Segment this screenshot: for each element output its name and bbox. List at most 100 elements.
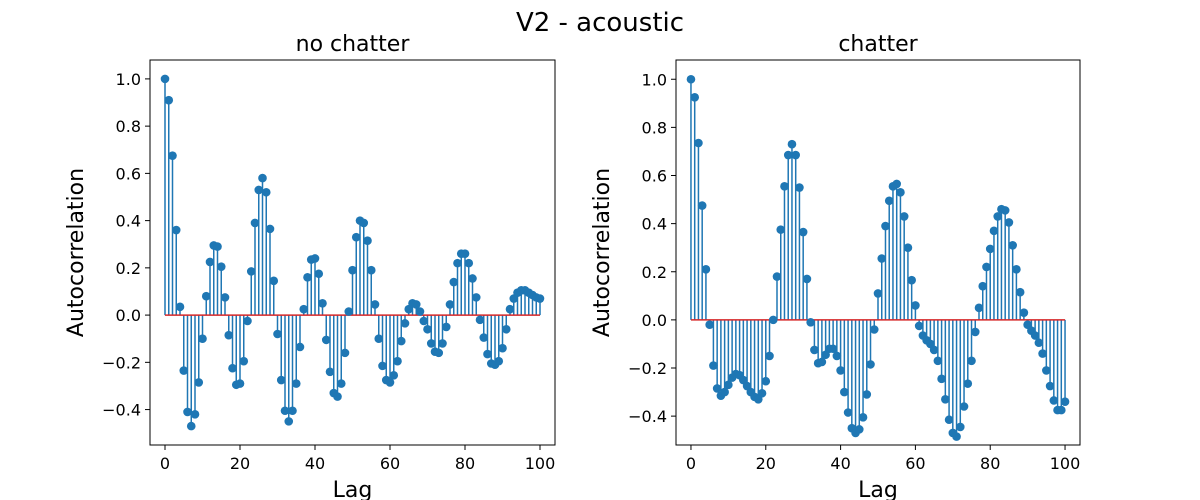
data-point <box>246 267 256 276</box>
data-point <box>1015 287 1025 297</box>
data-point <box>494 356 504 366</box>
x-tick-label: 0 <box>686 454 696 473</box>
data-point <box>1049 396 1059 405</box>
data-point <box>419 316 429 326</box>
data-point <box>967 356 976 366</box>
data-point <box>1004 218 1014 227</box>
data-point <box>423 324 432 334</box>
data-point <box>1000 206 1010 215</box>
data-point <box>535 294 545 303</box>
data-point <box>1019 308 1029 317</box>
data-point <box>892 179 902 189</box>
y-tick-label: −0.2 <box>102 353 141 372</box>
data-point <box>941 394 950 404</box>
data-point <box>761 376 771 386</box>
data-point <box>198 334 207 344</box>
data-point <box>1012 265 1021 274</box>
y-tick-label: 0.4 <box>642 215 667 234</box>
data-point <box>261 187 271 197</box>
data-point <box>160 74 170 84</box>
data-point <box>460 249 470 258</box>
data-point <box>186 421 196 431</box>
y-axis-label: Autocorrelation <box>64 168 89 337</box>
data-point <box>694 138 703 148</box>
x-tick-label: 40 <box>305 454 325 473</box>
data-point <box>873 289 883 298</box>
data-point <box>690 92 700 102</box>
data-point <box>411 300 421 309</box>
data-point <box>955 422 965 432</box>
data-point <box>351 232 361 242</box>
data-point <box>415 307 425 316</box>
data-point <box>224 330 234 340</box>
data-point <box>817 357 827 367</box>
data-point <box>250 218 260 228</box>
data-point <box>1034 338 1044 348</box>
data-point <box>213 242 222 251</box>
data-point <box>228 363 237 373</box>
y-tick-label: 0.0 <box>116 306 141 325</box>
data-point <box>884 196 894 206</box>
data-point <box>768 315 778 325</box>
data-point <box>284 417 294 426</box>
data-point <box>378 361 387 371</box>
data-point <box>269 276 279 286</box>
data-point <box>963 379 973 388</box>
data-point <box>434 348 444 358</box>
data-point <box>697 201 707 210</box>
data-point <box>944 415 954 425</box>
data-point <box>795 183 804 192</box>
data-point <box>810 345 819 355</box>
x-tick-label: 20 <box>230 454 250 473</box>
x-tick-label: 100 <box>1050 454 1081 473</box>
data-point <box>1042 366 1051 375</box>
data-point <box>291 379 301 388</box>
data-point <box>426 339 436 348</box>
panel-title: chatter <box>838 32 918 57</box>
data-point <box>686 74 696 84</box>
data-point <box>216 262 226 271</box>
y-tick-label: 1.0 <box>642 70 667 89</box>
data-point <box>280 406 290 416</box>
data-point <box>168 151 177 160</box>
data-point <box>359 218 369 228</box>
x-tick-label: 40 <box>830 454 850 473</box>
data-point <box>881 221 890 231</box>
y-tick-label: 0.2 <box>116 259 141 278</box>
data-point <box>366 265 376 275</box>
data-point <box>985 244 995 254</box>
data-point <box>273 329 282 339</box>
data-point <box>400 319 410 328</box>
data-point <box>363 236 372 245</box>
y-tick-label: 0.6 <box>642 167 667 186</box>
x-tick-label: 60 <box>905 454 925 473</box>
data-point <box>899 212 909 221</box>
data-point <box>449 277 459 287</box>
data-point <box>866 360 875 369</box>
data-point <box>265 224 275 234</box>
panel-chatter: 0 20 40 60 80 100 −0.4 −0.2 0.0 0.2 0.4 0.6 0.8 1.0 ch… <box>590 32 1081 500</box>
axes-frame <box>675 59 1081 446</box>
x-tick-label: 100 <box>525 454 556 473</box>
data-point <box>441 322 451 332</box>
data-point <box>389 371 399 380</box>
data-point <box>877 254 887 263</box>
data-point <box>483 349 492 359</box>
figure-title: V2 - acoustic <box>516 8 684 38</box>
data-point <box>205 257 215 267</box>
data-point <box>903 243 913 252</box>
data-point <box>220 293 230 302</box>
data-point <box>802 274 812 284</box>
data-point <box>333 392 342 401</box>
data-point <box>183 407 192 417</box>
y-tick-label: 0.6 <box>116 164 141 183</box>
data-point <box>1045 381 1055 391</box>
y-tick-label: 0.2 <box>642 263 667 282</box>
data-point <box>190 409 200 419</box>
x-tick-label: 60 <box>380 454 400 473</box>
data-point <box>453 258 462 268</box>
data-point <box>374 334 384 344</box>
data-point <box>314 269 324 279</box>
data-point <box>239 356 249 366</box>
data-point <box>765 351 774 361</box>
